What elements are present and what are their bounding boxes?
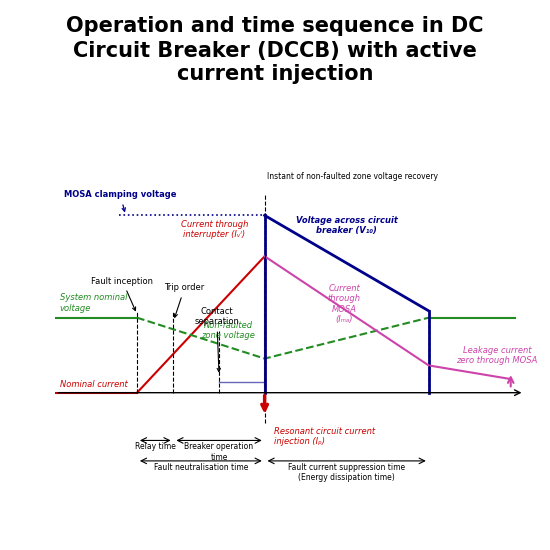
Text: Nominal current: Nominal current [59,380,127,389]
Text: Current
through
MOSA
(Iₘₐ): Current through MOSA (Iₘₐ) [328,284,361,324]
Text: Resonant circuit current
injection (Iₚ): Resonant circuit current injection (Iₚ) [274,427,375,446]
Text: Voltage across circuit
breaker (V₁₀): Voltage across circuit breaker (V₁₀) [296,216,398,235]
Text: Non-faulted
zone voltage: Non-faulted zone voltage [201,321,255,340]
Text: Contact
separation: Contact separation [194,307,239,372]
Text: Trip order: Trip order [164,283,205,317]
Text: System nominal
voltage: System nominal voltage [59,293,127,312]
Text: MOSA clamping voltage: MOSA clamping voltage [64,190,177,211]
Text: Operation and time sequence in DC
Circuit Breaker (DCCB) with active
current inj: Operation and time sequence in DC Circui… [66,16,484,85]
Text: Current through
interrupter (Iᵥᴵ): Current through interrupter (Iᵥᴵ) [181,220,248,239]
Text: Instant of non-faulted zone voltage recovery: Instant of non-faulted zone voltage reco… [267,172,438,182]
Text: Relay time: Relay time [135,442,175,451]
Text: Fault inception: Fault inception [91,277,153,311]
Text: Fault current suppression time
(Energy dissipation time): Fault current suppression time (Energy d… [288,463,405,482]
Text: Leakage current
zero through MOSA: Leakage current zero through MOSA [456,346,538,365]
Text: Fault neutralisation time: Fault neutralisation time [153,463,248,471]
Text: Breaker operation
time: Breaker operation time [184,442,254,461]
